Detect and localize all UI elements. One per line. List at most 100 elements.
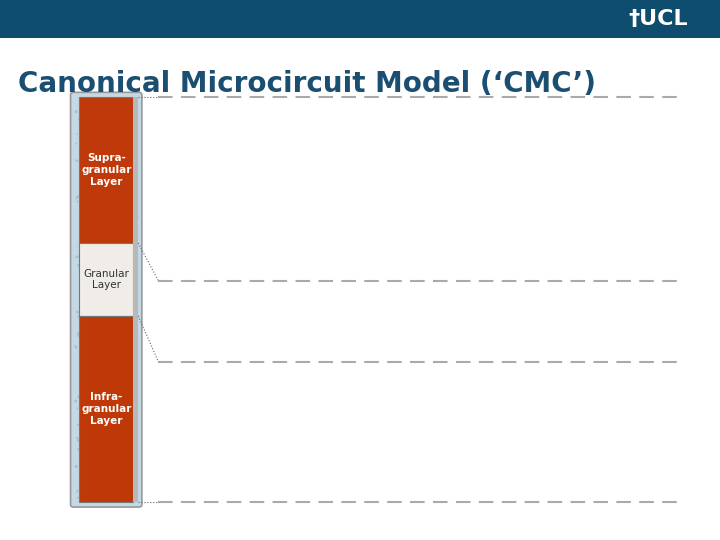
Point <box>117 395 128 404</box>
Point <box>76 488 88 497</box>
Point <box>73 332 84 340</box>
Point <box>122 288 134 297</box>
Point <box>127 222 138 231</box>
Point <box>117 349 129 358</box>
Point <box>110 134 122 143</box>
Point <box>84 320 95 329</box>
Point <box>110 291 122 300</box>
Point <box>75 399 86 407</box>
Point <box>127 356 139 365</box>
Point <box>84 454 96 463</box>
Point <box>73 261 84 269</box>
Point <box>104 439 116 448</box>
Point <box>84 440 95 449</box>
Point <box>78 450 90 459</box>
Point <box>81 179 92 188</box>
Point <box>109 307 120 316</box>
Point <box>86 141 98 150</box>
Point <box>77 320 89 329</box>
Point <box>118 405 130 414</box>
Point <box>88 146 99 154</box>
Point <box>88 177 99 185</box>
Point <box>104 221 115 230</box>
Point <box>101 158 112 166</box>
Point <box>85 494 96 503</box>
Point <box>109 136 120 144</box>
Point <box>120 389 131 398</box>
Point <box>102 301 113 310</box>
Point <box>121 156 132 164</box>
Point <box>115 170 127 178</box>
Point <box>99 381 111 389</box>
Point <box>127 392 139 401</box>
Point <box>118 292 130 300</box>
Point <box>123 389 135 397</box>
Point <box>78 124 89 133</box>
Point <box>118 192 130 201</box>
Point <box>77 306 89 314</box>
Point <box>92 146 104 155</box>
Point <box>71 242 83 251</box>
Point <box>122 399 133 408</box>
Point <box>89 283 101 292</box>
Point <box>75 348 86 356</box>
Point <box>105 190 117 198</box>
Point <box>126 234 138 242</box>
Point <box>130 406 142 415</box>
Point <box>132 213 143 222</box>
Point <box>94 253 105 261</box>
Point <box>131 294 143 303</box>
Point <box>102 333 113 341</box>
Point <box>88 344 99 353</box>
Point <box>109 445 120 454</box>
Point <box>85 287 96 296</box>
Point <box>131 246 143 255</box>
Point <box>111 430 122 438</box>
Point <box>107 302 118 311</box>
Point <box>127 253 139 262</box>
Point <box>113 345 125 353</box>
Point <box>123 225 135 233</box>
Point <box>71 107 82 116</box>
Point <box>73 436 84 444</box>
Point <box>101 105 112 114</box>
Point <box>125 177 137 186</box>
Point <box>77 412 89 421</box>
Point <box>77 477 89 486</box>
Point <box>88 459 99 468</box>
Point <box>110 215 122 224</box>
Point <box>99 344 110 353</box>
Point <box>126 272 138 280</box>
Point <box>76 205 87 214</box>
Point <box>86 298 98 306</box>
Point <box>101 144 112 152</box>
Point <box>84 171 95 179</box>
Point <box>112 254 124 262</box>
Point <box>71 434 83 442</box>
Point <box>94 477 106 486</box>
Point <box>125 195 136 204</box>
Point <box>127 432 139 441</box>
Point <box>78 108 90 117</box>
Point <box>93 408 104 416</box>
Point <box>75 303 86 312</box>
Point <box>81 283 93 292</box>
Point <box>87 127 99 136</box>
Point <box>118 469 130 478</box>
Point <box>127 336 139 345</box>
Point <box>104 271 115 279</box>
Point <box>81 261 93 269</box>
Point <box>86 438 97 447</box>
Point <box>103 451 114 460</box>
Point <box>102 284 113 292</box>
Point <box>103 361 114 369</box>
Point <box>82 178 94 187</box>
Point <box>89 276 100 285</box>
Point <box>129 259 140 267</box>
Point <box>127 376 139 384</box>
Point <box>117 389 128 397</box>
Point <box>73 329 84 338</box>
Point <box>72 312 84 321</box>
Point <box>93 223 104 232</box>
Point <box>76 288 88 296</box>
